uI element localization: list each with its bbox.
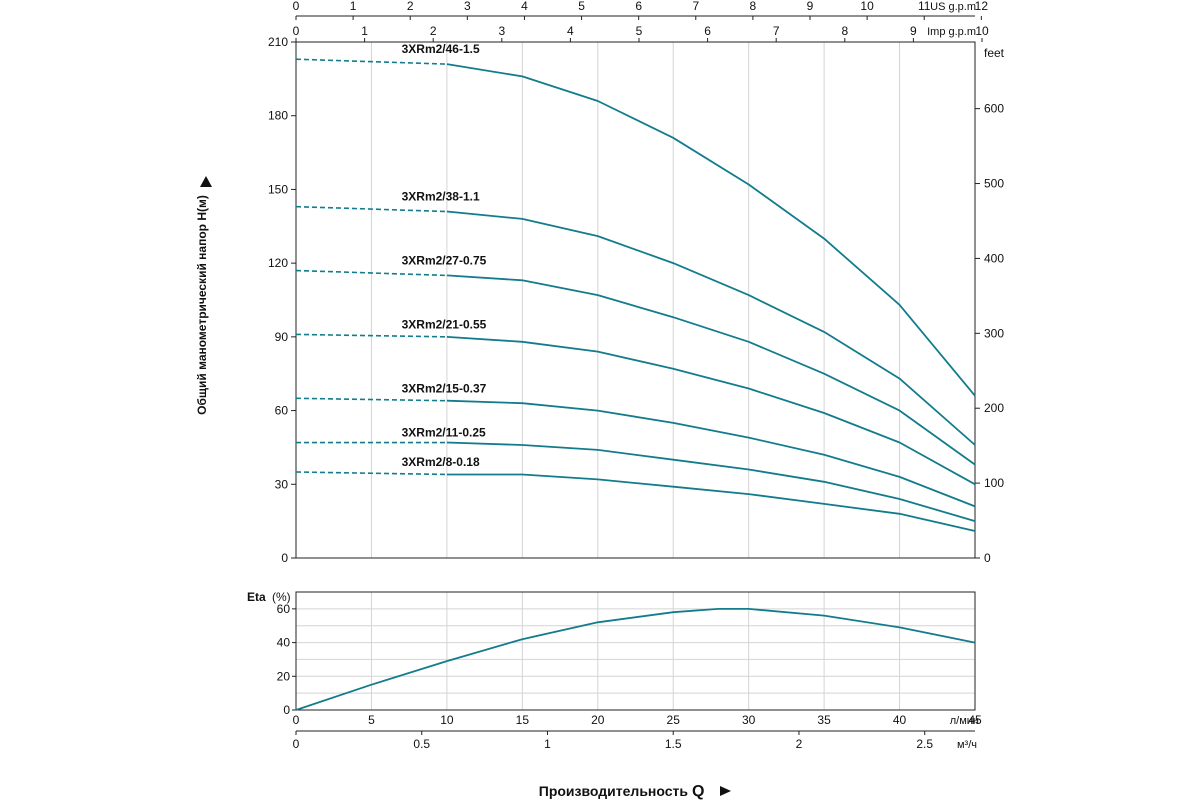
y-tick-label: 30 <box>275 477 289 491</box>
lpm-tick-label: 5 <box>368 713 375 727</box>
lpm-axis-label: л/мин <box>950 715 979 727</box>
series-label: 3XRm2/11-0.25 <box>402 426 486 440</box>
eta-plot-frame <box>295 591 976 711</box>
lpm-tick-label: 45 <box>968 713 982 727</box>
us-gpm-tick-label: 8 <box>750 0 757 13</box>
y-tick-label: 0 <box>281 551 288 565</box>
imp-gpm-tick-label: 7 <box>773 24 780 38</box>
series-label: 3XRm2/15-0.37 <box>402 381 487 395</box>
us-gpm-tick-label: 0 <box>293 0 300 13</box>
lpm-tick-label: 30 <box>742 713 756 727</box>
imp-gpm-axis-label: Imp g.p.m <box>927 26 976 38</box>
y2-tick-label: 300 <box>984 326 1004 340</box>
imp-gpm-tick-label: 10 <box>975 24 989 38</box>
eta-axis-title: Eta <box>247 590 266 604</box>
us-gpm-tick-label: 4 <box>521 0 528 13</box>
us-gpm-tick-label: 5 <box>578 0 585 13</box>
imp-gpm-tick-label: 1 <box>361 24 368 38</box>
lpm-tick-label: 10 <box>440 713 454 727</box>
imp-gpm-tick-label: 3 <box>498 24 505 38</box>
m3h-tick-label: 0 <box>293 737 300 751</box>
lpm-tick-label: 0 <box>293 713 300 727</box>
head-curve-dashed <box>295 471 447 476</box>
us-gpm-tick-label: 12 <box>975 0 989 13</box>
us-gpm-tick-label: 3 <box>464 0 471 13</box>
head-curve-dashed <box>295 269 447 277</box>
y2-axis-label: feet <box>984 46 1005 60</box>
imp-gpm-tick-label: 9 <box>910 24 917 38</box>
m3h-axis-label: м³/ч <box>957 739 977 751</box>
m3h-tick-label: 2.5 <box>916 737 933 751</box>
lpm-tick-label: 20 <box>591 713 605 727</box>
y-tick-label: 120 <box>268 256 288 270</box>
lpm-tick-label: 35 <box>817 713 831 727</box>
m3h-tick-label: 1.5 <box>665 737 682 751</box>
series-label: 3XRm2/27-0.75 <box>402 254 487 268</box>
us-gpm-tick-label: 6 <box>635 0 642 13</box>
y-tick-label: 60 <box>275 404 289 418</box>
head-curve-line <box>446 210 976 446</box>
eta-y-tick-label: 20 <box>277 669 291 683</box>
lpm-tick-label: 25 <box>667 713 681 727</box>
eta-curve-line <box>295 608 976 711</box>
us-gpm-tick-label: 7 <box>692 0 699 13</box>
head-plot-frame <box>295 41 976 559</box>
imp-gpm-tick-label: 8 <box>841 24 848 38</box>
m3h-tick-label: 0.5 <box>413 737 430 751</box>
x-axis-symbol: Q <box>692 783 704 800</box>
x-axis-arrow-icon <box>720 786 731 796</box>
head-curve-line <box>446 473 976 532</box>
series-label: 3XRm2/38-1.1 <box>402 190 480 204</box>
head-curve-dashed <box>295 205 447 213</box>
x-axis-title: Производительность <box>539 783 689 799</box>
series-label: 3XRm2/46-1.5 <box>402 42 480 56</box>
y2-tick-label: 0 <box>984 551 991 565</box>
head-curve-dashed <box>295 333 447 338</box>
y2-tick-label: 400 <box>984 251 1004 265</box>
imp-gpm-tick-label: 4 <box>567 24 574 38</box>
y-tick-label: 150 <box>268 182 288 196</box>
eta-axis-unit: (%) <box>272 590 291 604</box>
head-curve-line <box>446 441 976 522</box>
head-curve-line <box>446 336 976 486</box>
y-tick-label: 180 <box>268 109 288 123</box>
us-gpm-tick-label: 1 <box>350 0 357 13</box>
y-axis-title: Общий манометрический напор Н(м) <box>195 195 209 415</box>
us-gpm-tick-label: 10 <box>860 0 874 13</box>
y-tick-label: 210 <box>268 35 288 49</box>
eta-y-tick-label: 40 <box>277 636 291 650</box>
imp-gpm-tick-label: 2 <box>430 24 437 38</box>
lpm-tick-label: 15 <box>516 713 530 727</box>
head-curve-dashed <box>295 58 447 65</box>
m3h-tick-label: 2 <box>796 737 803 751</box>
series-label: 3XRm2/21-0.55 <box>402 317 487 331</box>
us-gpm-axis-label: US g.p.m <box>930 1 976 13</box>
imp-gpm-tick-label: 5 <box>636 24 643 38</box>
y2-tick-label: 500 <box>984 177 1004 191</box>
head-curve-line <box>446 399 976 508</box>
us-gpm-tick-label: 2 <box>407 0 414 13</box>
y2-tick-label: 600 <box>984 102 1004 116</box>
y-axis-arrow-icon <box>200 176 212 187</box>
us-gpm-tick-label: 11 <box>918 0 931 13</box>
imp-gpm-tick-label: 0 <box>293 24 300 38</box>
lpm-tick-label: 40 <box>893 713 907 727</box>
m3h-tick-label: 1 <box>544 737 551 751</box>
us-gpm-tick-label: 9 <box>807 0 814 13</box>
y2-tick-label: 100 <box>984 476 1004 490</box>
head-curve-line <box>446 63 976 397</box>
imp-gpm-tick-label: 6 <box>704 24 711 38</box>
y2-tick-label: 200 <box>984 401 1004 415</box>
series-label: 3XRm2/8-0.18 <box>402 455 480 469</box>
eta-y-tick-label: 60 <box>277 602 291 616</box>
head-curve-line <box>446 274 976 466</box>
eta-y-tick-label: 0 <box>283 703 290 717</box>
y-tick-label: 90 <box>275 330 289 344</box>
head-curve-dashed <box>295 397 447 402</box>
